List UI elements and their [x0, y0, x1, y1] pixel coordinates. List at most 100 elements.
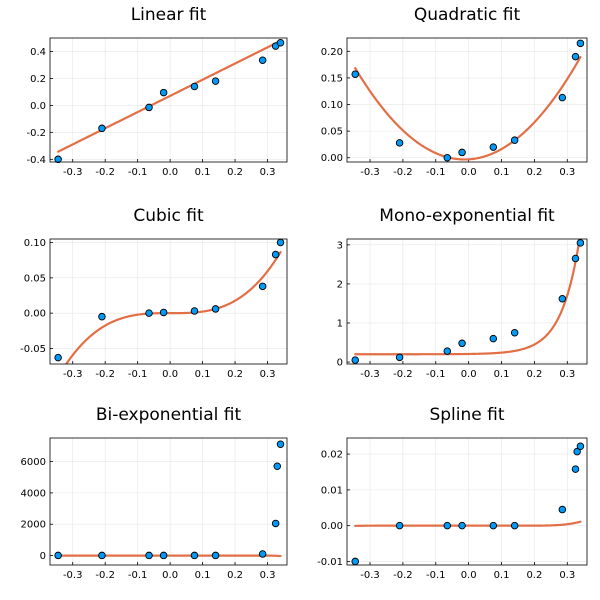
- chart-panel-3: Cubic fit -0.3 -0.2 -0.1 0.0 0.1 0.2 0.3 -0.05 0.…: [20, 206, 288, 380]
- x-tick-label: 0.2: [526, 369, 542, 380]
- x-tick-label: -0.2: [95, 570, 115, 581]
- data-point: [458, 148, 466, 157]
- data-point: [558, 93, 567, 102]
- chart-title: Mono-exponential fit: [379, 206, 555, 226]
- x-tick-label: 0.1: [494, 369, 510, 380]
- data-point: [159, 551, 168, 560]
- y-tick-label: 4000: [21, 488, 46, 499]
- plot-frame: [49, 238, 288, 365]
- y-tick-label: 0.00: [24, 309, 46, 320]
- data-point: [576, 39, 585, 48]
- x-tick-label: -0.3: [63, 167, 83, 178]
- data-point: [576, 442, 585, 450]
- x-tick-label: 0.0: [162, 369, 178, 380]
- data-point: [276, 440, 285, 449]
- data-point: [98, 312, 106, 321]
- plot-frame: [346, 437, 588, 566]
- plot-area: [347, 38, 587, 162]
- x-tick-label: 0.0: [461, 167, 477, 178]
- data-point: [98, 124, 106, 133]
- y-tick-label: 3: [337, 240, 343, 251]
- y-tick-label: 0.10: [24, 238, 46, 249]
- data-point: [458, 521, 466, 530]
- y-tick-label: 0.0: [30, 101, 46, 112]
- x-tick-label: 0.3: [559, 570, 575, 581]
- data-point: [510, 329, 519, 337]
- x-tick-label: 0.1: [195, 570, 211, 581]
- data-point: [190, 551, 199, 560]
- y-tick-label: 0.20: [321, 47, 343, 58]
- y-tick-label: 0.00: [321, 153, 343, 164]
- plot-area: [347, 239, 587, 364]
- data-point: [271, 519, 280, 528]
- x-tick-label: 0.0: [461, 369, 477, 380]
- data-point: [489, 143, 498, 151]
- x-tick-label: -0.1: [128, 369, 148, 380]
- x-tick-label: -0.3: [360, 369, 380, 380]
- data-point: [571, 465, 580, 473]
- chart-title: Linear fit: [131, 5, 207, 25]
- data-point: [571, 254, 580, 263]
- data-point: [276, 38, 285, 47]
- data-point: [190, 82, 199, 91]
- x-tick-label: 0.0: [162, 167, 178, 178]
- data-point: [576, 239, 585, 247]
- data-point: [443, 153, 452, 162]
- data-point: [98, 551, 106, 560]
- data-point: [258, 56, 267, 64]
- x-tick-label: 0.3: [260, 167, 276, 178]
- y-tick-label: 6000: [21, 457, 46, 468]
- data-point: [489, 521, 498, 530]
- data-point: [54, 155, 62, 164]
- x-tick-label: 0.3: [260, 369, 276, 380]
- x-tick-label: 0.2: [227, 369, 243, 380]
- x-tick-label: -0.1: [128, 167, 148, 178]
- data-point: [571, 52, 580, 61]
- x-tick-label: 0.2: [526, 570, 542, 581]
- x-tick-label: 0.3: [260, 570, 276, 581]
- x-tick-label: -0.1: [426, 167, 446, 178]
- data-point: [211, 305, 220, 313]
- data-point: [573, 447, 581, 456]
- x-tick-label: -0.2: [393, 570, 413, 581]
- data-point: [211, 77, 220, 85]
- x-tick-label: -0.3: [360, 570, 380, 581]
- data-point: [258, 550, 267, 558]
- fit-curve: [64, 250, 282, 364]
- data-point: [443, 521, 452, 530]
- x-tick-label: 0.3: [559, 369, 575, 380]
- x-tick-label: 0.1: [195, 167, 211, 178]
- chart-panel-1: Linear fit -0.3 -0.2 -0.1 0.0 0.1 0.2 0.3 -0.4 -0…: [26, 5, 288, 178]
- plot-area: [50, 239, 287, 364]
- plot-area: [50, 438, 287, 565]
- y-tick-label: -0.4: [26, 155, 46, 166]
- x-tick-label: -0.1: [426, 570, 446, 581]
- y-tick-label: 0.01: [321, 485, 343, 496]
- y-tick-label: -0.05: [20, 344, 46, 355]
- data-point: [276, 238, 285, 247]
- chart-title: Quadratic fit: [414, 5, 521, 25]
- data-point: [54, 551, 62, 560]
- y-tick-label: -0.01: [317, 557, 343, 568]
- x-tick-label: 0.0: [162, 570, 178, 581]
- data-point: [510, 136, 519, 144]
- x-tick-label: 0.0: [461, 570, 477, 581]
- y-tick-label: 0.10: [321, 100, 343, 111]
- y-tick-label: 0.02: [321, 450, 343, 461]
- data-point: [351, 356, 359, 364]
- data-point: [489, 334, 498, 343]
- y-tick-label: -0.2: [26, 128, 46, 139]
- data-point: [258, 282, 267, 291]
- chart-panel-4: Mono-exponential fit -0.3 -0.2 -0.1 0.0 0.1 0.…: [337, 206, 588, 380]
- fit-curve: [354, 520, 582, 527]
- y-tick-label: 0.05: [321, 127, 343, 138]
- y-tick-label: 2000: [21, 520, 46, 531]
- y-tick-label: 0.15: [321, 73, 343, 84]
- y-tick-label: 1: [337, 318, 343, 329]
- y-tick-label: 0: [337, 358, 343, 369]
- data-point: [190, 307, 199, 315]
- data-point: [510, 521, 519, 530]
- chart-panel-5: Bi-exponential fit -0.3 -0.2 -0.1 0.0 0.1 0.2 0…: [21, 405, 288, 581]
- y-tick-label: 0.00: [321, 521, 343, 532]
- x-tick-label: 0.2: [227, 570, 243, 581]
